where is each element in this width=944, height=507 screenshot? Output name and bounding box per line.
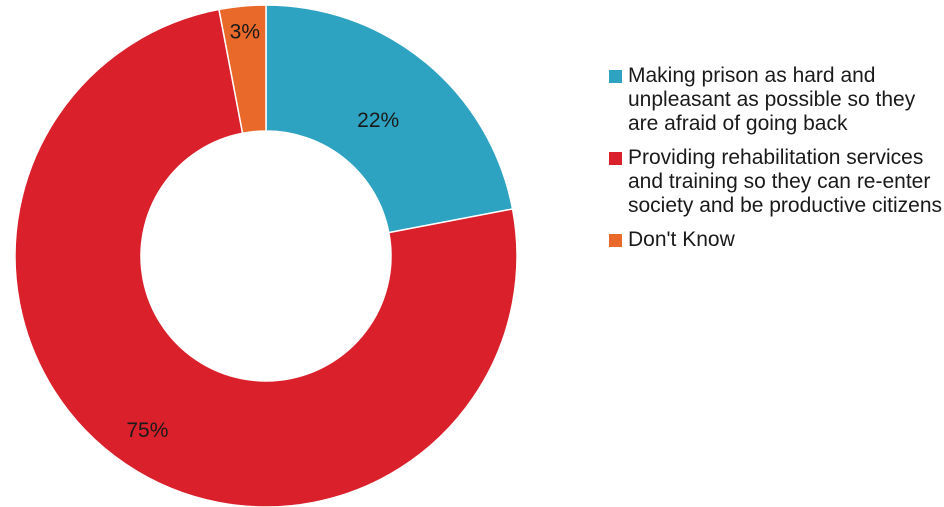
- data-label-rehabilitation: 75%: [126, 419, 168, 442]
- legend-item-dont-know: Don't Know: [609, 228, 944, 252]
- donut-data-labels: 22% 75% 3%: [126, 20, 399, 442]
- legend-item-rehabilitation: Providing rehabilitation services and tr…: [609, 146, 944, 218]
- legend-label-rehabilitation: Providing rehabilitation services and tr…: [628, 146, 943, 217]
- donut-slices: [14, 4, 518, 507]
- legend-swatch-dont-know: [609, 234, 622, 247]
- slice-making-prison-hard: [265, 4, 514, 234]
- legend-swatch-making-prison-hard: [609, 70, 622, 83]
- chart-legend: Making prison as hard and unpleasant as …: [609, 64, 944, 262]
- legend-label-making-prison-hard: Making prison as hard and unpleasant as …: [628, 64, 916, 135]
- legend-label-dont-know: Don't Know: [628, 228, 735, 251]
- legend-swatch-rehabilitation: [609, 152, 622, 165]
- data-label-making-prison-hard: 22%: [357, 109, 399, 132]
- data-label-dont-know: 3%: [230, 20, 260, 43]
- slice-dont-know: [218, 4, 267, 135]
- slice-rehabilitation: [14, 8, 518, 507]
- legend-item-making-prison-hard: Making prison as hard and unpleasant as …: [609, 64, 944, 136]
